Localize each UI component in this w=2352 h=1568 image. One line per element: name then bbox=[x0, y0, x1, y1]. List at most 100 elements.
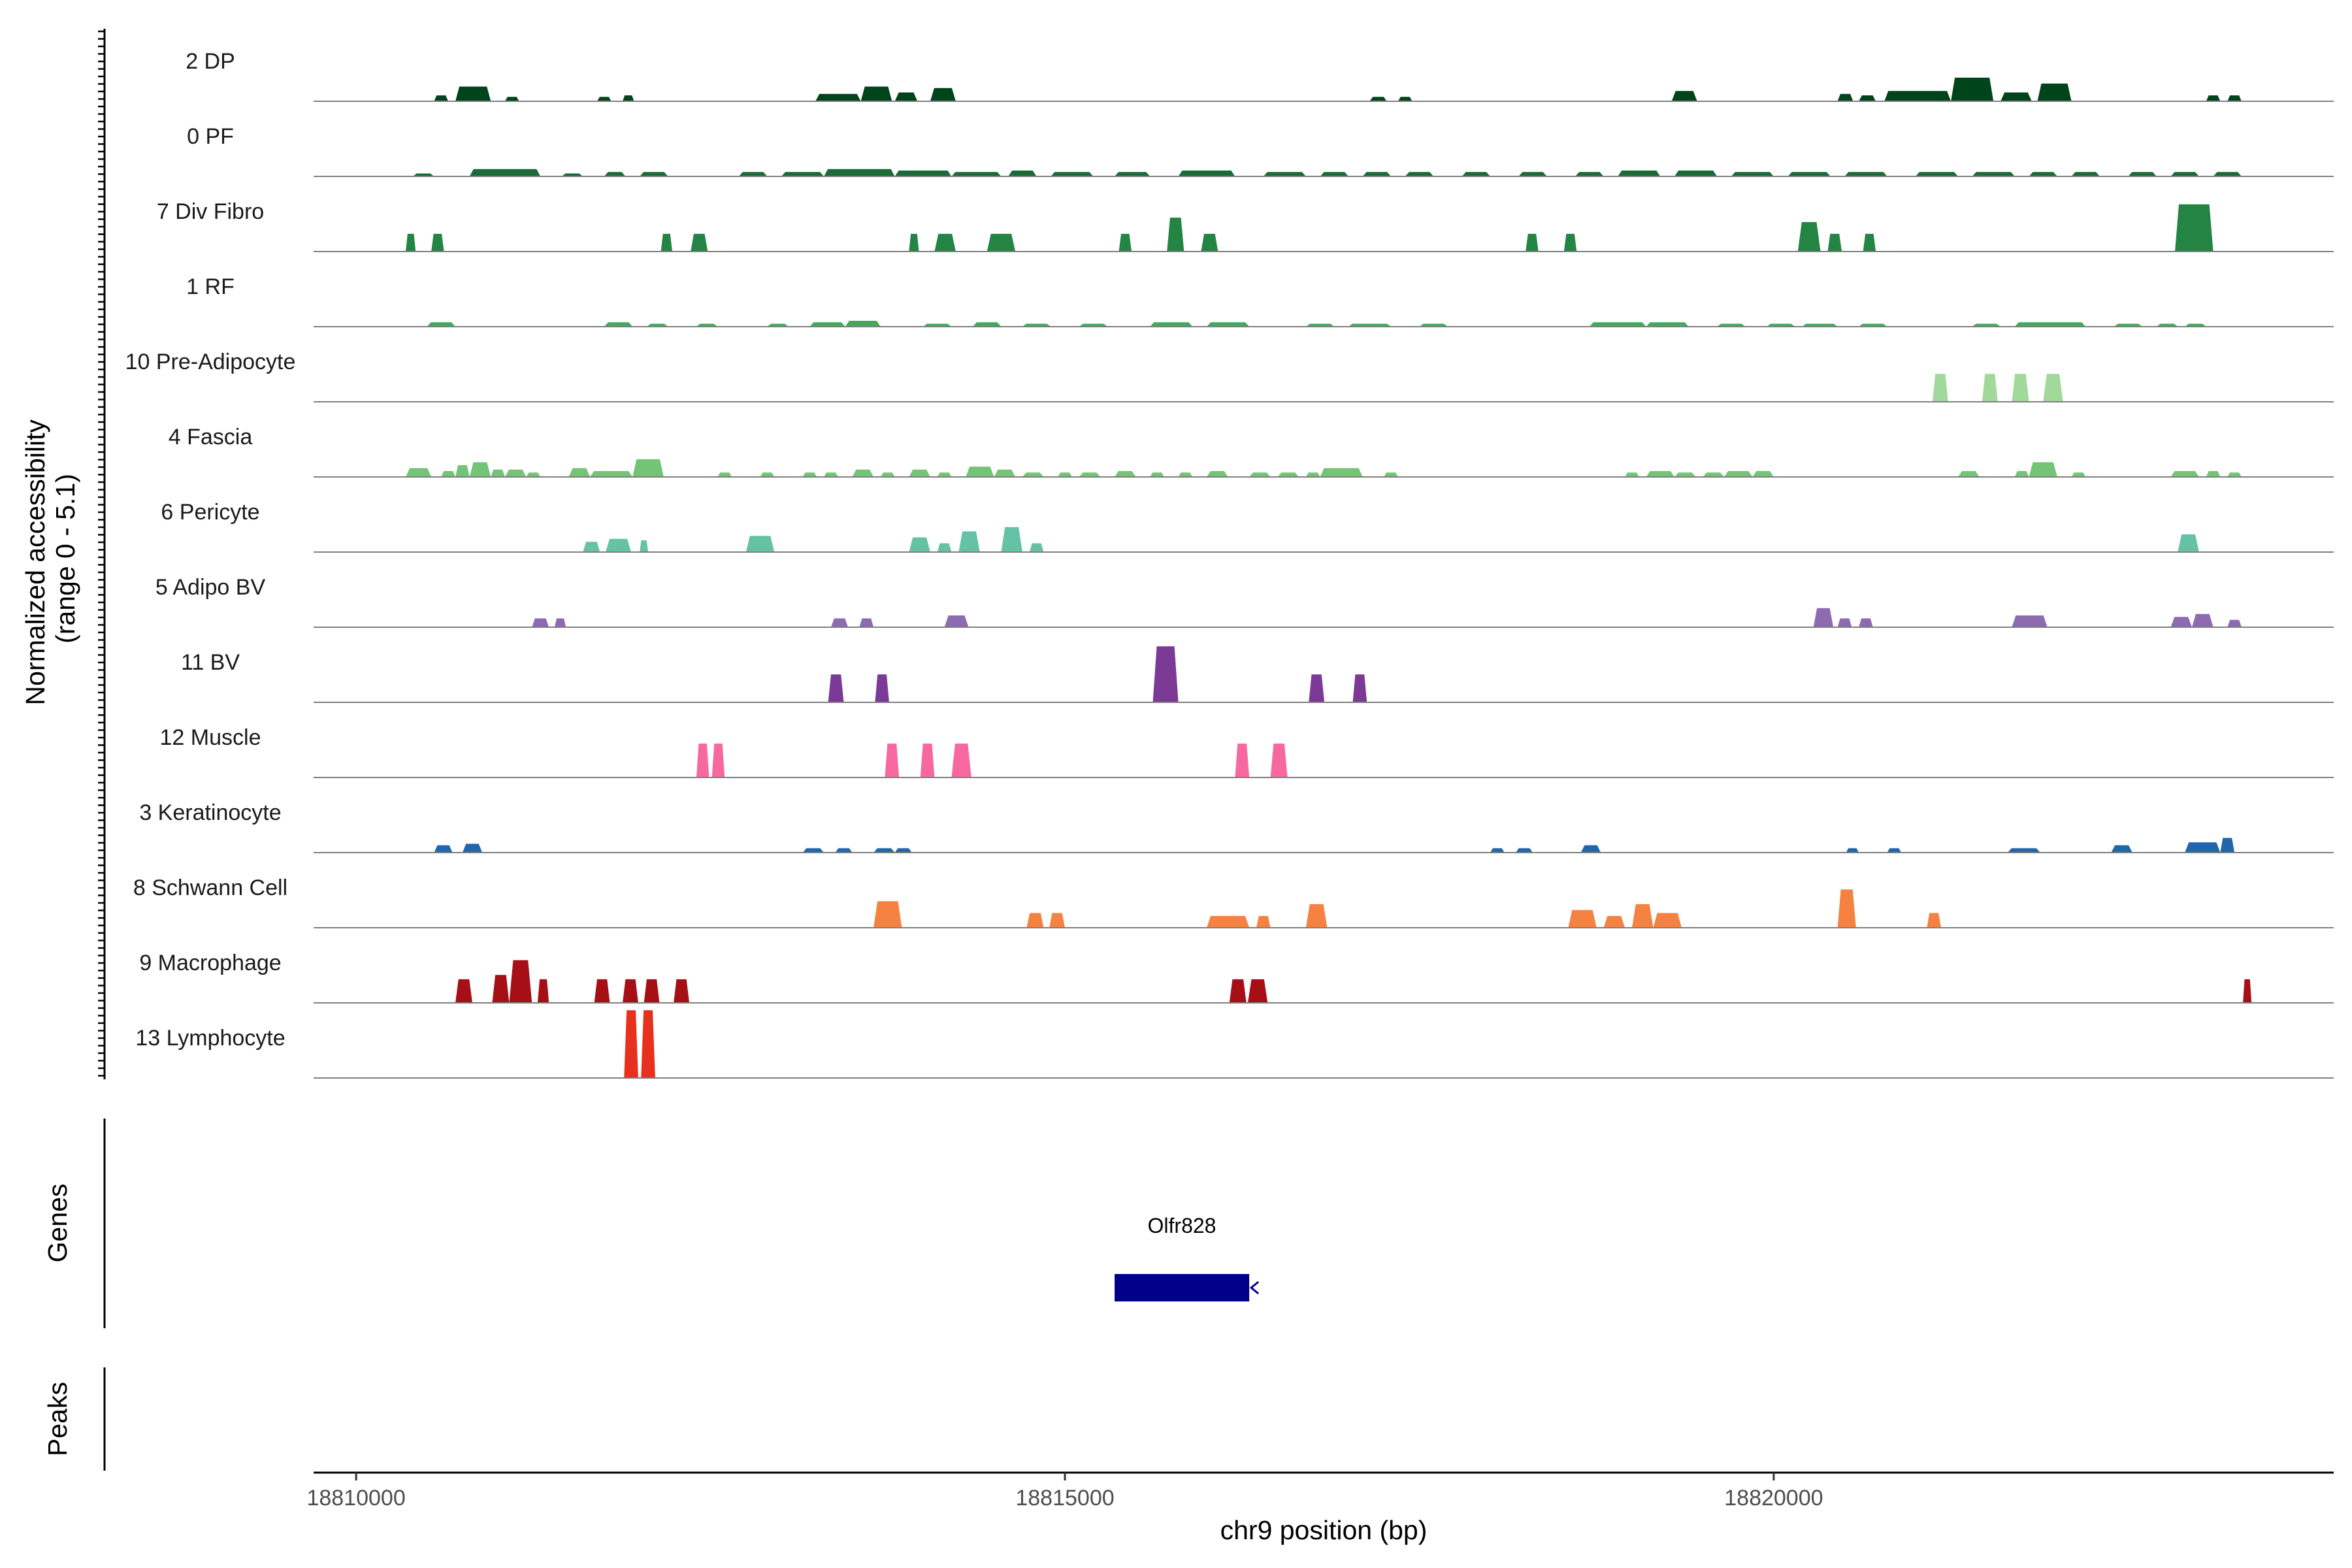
track-label: 7 Div Fibro bbox=[157, 199, 264, 224]
accessibility-peak bbox=[1568, 909, 1597, 928]
accessibility-peak bbox=[1263, 172, 1306, 176]
accessibility-peak bbox=[2185, 842, 2221, 853]
accessibility-peak bbox=[1058, 472, 1072, 477]
accessibility-tracks: 2 DP 0 PF 7 Div Fibro 1 RF 10 Pre-Adipocyte 4… bbox=[125, 49, 2334, 1079]
accessibility-peak bbox=[2156, 323, 2178, 327]
accessibility-peak bbox=[632, 459, 664, 477]
accessibility-peak bbox=[691, 233, 708, 252]
accessibility-peak bbox=[2007, 848, 2040, 853]
y-axis-title-line-1: Normalized accessibility bbox=[20, 419, 50, 705]
accessibility-peak bbox=[412, 173, 434, 176]
accessibility-peak bbox=[934, 233, 956, 252]
accessibility-peak bbox=[1320, 468, 1363, 477]
track-y-axis-ticks bbox=[98, 30, 105, 1077]
accessibility-peak bbox=[2220, 838, 2235, 853]
track-label: 6 Pericyte bbox=[161, 500, 259, 525]
accessibility-peak bbox=[509, 960, 532, 1003]
accessibility-peak bbox=[875, 674, 889, 702]
accessibility-peak bbox=[1119, 233, 1132, 252]
accessibility-peak bbox=[469, 462, 491, 477]
accessibility-peak bbox=[1563, 233, 1577, 252]
accessibility-peak bbox=[2071, 172, 2100, 176]
accessibility-peak bbox=[561, 173, 583, 176]
accessibility-peak bbox=[431, 233, 444, 252]
accessibility-peak bbox=[885, 743, 900, 777]
accessibility-peak bbox=[469, 169, 541, 176]
accessibility-peak bbox=[815, 93, 861, 101]
accessibility-peak bbox=[2128, 172, 2157, 176]
accessibility-peak bbox=[604, 322, 633, 327]
accessibility-peak bbox=[745, 536, 775, 552]
accessibility-peak bbox=[1150, 322, 1193, 327]
track-8-schwann-cell: 8 Schwann Cell bbox=[133, 875, 2334, 928]
accessibility-peak bbox=[802, 848, 825, 853]
accessibility-peak bbox=[738, 172, 768, 176]
accessibility-peak bbox=[1384, 472, 1398, 477]
accessibility-peak bbox=[894, 92, 918, 101]
accessibility-peak bbox=[1618, 171, 1661, 176]
accessibility-peak bbox=[958, 531, 980, 552]
accessibility-peak bbox=[2170, 617, 2192, 627]
accessibility-peak bbox=[504, 469, 527, 477]
accessibility-peak bbox=[1846, 848, 1859, 853]
track-label: 12 Muscle bbox=[160, 725, 261, 750]
track-label: 10 Pre-Adipocyte bbox=[125, 350, 296, 374]
track-6-pericyte: 6 Pericyte bbox=[161, 500, 2334, 553]
accessibility-peak bbox=[1079, 323, 1108, 327]
accessibility-peak bbox=[646, 323, 668, 327]
accessibility-peak bbox=[1352, 674, 1367, 702]
accessibility-peak bbox=[1305, 904, 1328, 928]
accessibility-peak bbox=[1115, 471, 1136, 477]
accessibility-peak bbox=[717, 472, 732, 477]
accessibility-peak bbox=[1207, 471, 1228, 477]
accessibility-peak bbox=[491, 469, 505, 477]
accessibility-peak bbox=[1884, 91, 1952, 101]
accessibility-peak bbox=[674, 979, 689, 1003]
accessibility-peak bbox=[1369, 97, 1387, 101]
accessibility-peak bbox=[1859, 95, 1876, 101]
accessibility-peak bbox=[590, 471, 633, 477]
accessibility-peak bbox=[597, 97, 612, 101]
accessibility-peak bbox=[1320, 172, 1348, 176]
accessibility-peak bbox=[2227, 619, 2242, 627]
accessibility-peak bbox=[583, 542, 600, 552]
accessibility-peak bbox=[1008, 171, 1037, 176]
accessibility-peak bbox=[1653, 913, 1682, 928]
track-y-axis-title: Normalized accessibility (range 0 - 5.1) bbox=[20, 419, 80, 705]
track-3-keratinocyte: 3 Keratinocyte bbox=[139, 800, 2334, 853]
genes-panel-label: Genes bbox=[42, 1184, 73, 1263]
accessibility-peak bbox=[1844, 172, 1887, 176]
track-2-dp: 2 DP bbox=[186, 49, 2334, 102]
accessibility-peak bbox=[951, 172, 1002, 176]
track-label: 3 Keratinocyte bbox=[139, 800, 281, 825]
strand-arrow-icon bbox=[1249, 1281, 1260, 1295]
accessibility-peak bbox=[1235, 743, 1250, 777]
accessibility-peak bbox=[852, 469, 874, 477]
accessibility-peak bbox=[1788, 172, 1831, 176]
accessibility-peak bbox=[1724, 471, 1753, 477]
track-13-lymphocyte: 13 Lymphocyte bbox=[135, 1010, 2334, 1079]
accessibility-peak bbox=[1863, 233, 1876, 252]
accessibility-peak bbox=[2029, 462, 2057, 477]
accessibility-peak bbox=[2029, 172, 2057, 176]
accessibility-peak bbox=[1580, 845, 1601, 853]
accessibility-peak bbox=[1178, 171, 1235, 176]
accessibility-peak bbox=[532, 618, 549, 627]
accessibility-peak bbox=[874, 901, 902, 928]
peaks-panel-label: Peaks bbox=[42, 1382, 73, 1456]
accessibility-peak bbox=[1348, 323, 1392, 327]
accessibility-peak bbox=[455, 979, 472, 1003]
accessibility-peak bbox=[434, 95, 449, 101]
accessibility-peak bbox=[554, 618, 566, 627]
gene-label: Olfr828 bbox=[1148, 1214, 1217, 1237]
accessibility-peak bbox=[1827, 233, 1842, 252]
accessibility-peak bbox=[526, 472, 541, 477]
accessibility-peak bbox=[1490, 848, 1505, 853]
accessibility-peak bbox=[2178, 534, 2199, 552]
accessibility-peak bbox=[2111, 845, 2132, 853]
y-axis-title-line-2: (range 0 - 5.1) bbox=[50, 474, 80, 644]
accessibility-peak bbox=[1362, 172, 1392, 176]
accessibility-peak bbox=[568, 468, 591, 477]
accessibility-peak bbox=[1150, 472, 1164, 477]
accessibility-peak bbox=[1256, 916, 1271, 928]
